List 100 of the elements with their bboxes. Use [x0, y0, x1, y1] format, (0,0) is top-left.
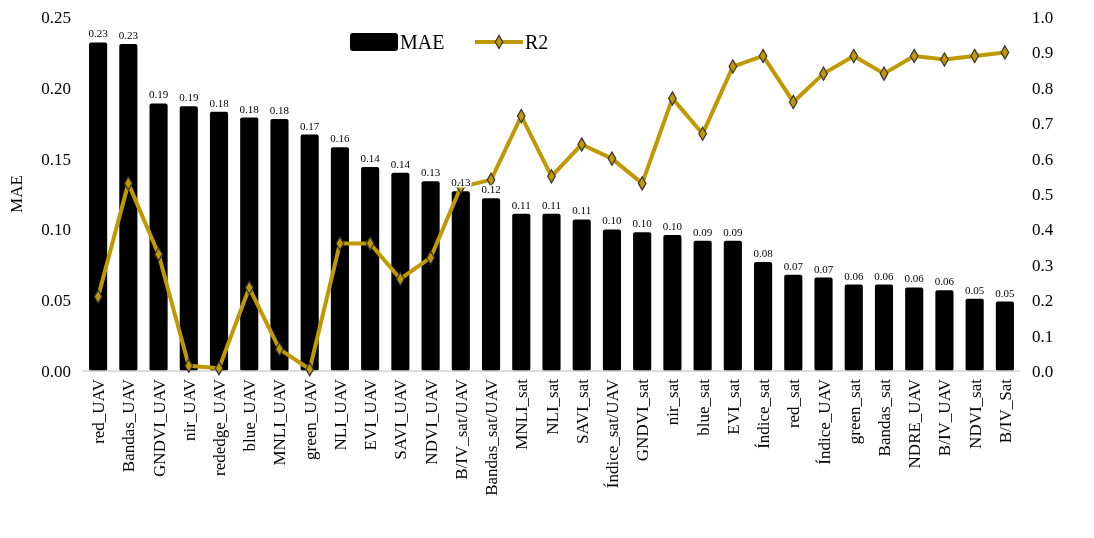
data-label: 0.14: [360, 152, 381, 165]
data-label: 0.18: [239, 102, 260, 115]
y2-tick-label: 0.0: [1032, 362, 1054, 381]
bar: [481, 198, 501, 371]
y2-tick-label: 0.3: [1032, 255, 1054, 275]
bar: [209, 111, 229, 371]
bar: [965, 298, 984, 371]
y2-tick-label: 0.1: [1032, 326, 1054, 346]
data-label: 0.07: [783, 259, 804, 272]
bar: [572, 219, 591, 371]
bar: [784, 274, 803, 371]
x-tick-label: blue_sat: [693, 378, 713, 436]
y-tick-label: 0.00: [41, 362, 71, 381]
data-label: 0.09: [723, 225, 743, 238]
data-label: 0.06: [844, 269, 864, 282]
y-tick-label: 0.10: [41, 220, 71, 240]
data-label: 0.11: [572, 204, 592, 217]
bar: [451, 191, 470, 371]
x-tick-label: MNLI_UAV: [270, 378, 290, 466]
x-tick-label: SAVI_UAV: [391, 378, 411, 460]
data-label: 0.14: [390, 157, 411, 170]
x-tick-label: NLI_sat: [542, 378, 562, 435]
bar: [391, 172, 410, 371]
legend-label: R2: [525, 31, 549, 53]
data-label: 0.18: [269, 103, 290, 116]
bar: [421, 181, 440, 371]
data-label: 0.10: [602, 214, 623, 227]
data-label: 0.13: [420, 166, 441, 179]
x-tick-label: nir_UAV: [179, 378, 199, 442]
bar: [361, 167, 380, 371]
data-label: 0.16: [330, 132, 351, 145]
y-tick-label: 0.05: [41, 291, 71, 311]
x-tick-label: Índice_sat: [754, 378, 774, 449]
y2-tick-label: 0.8: [1032, 78, 1054, 98]
data-label: 0.05: [995, 286, 1016, 299]
x-tick-label: NDRE_UAV: [905, 378, 925, 469]
bar: [693, 240, 712, 371]
bar: [874, 284, 894, 371]
x-tick-label: NDVI_sat: [965, 378, 985, 449]
bar: [542, 213, 561, 371]
bar: [149, 103, 168, 371]
bar: [602, 229, 622, 371]
data-label: 0.06: [874, 269, 895, 282]
data-label: 0.07: [813, 262, 834, 275]
legend-label: MAE: [400, 31, 445, 53]
x-tick-label: red_sat: [784, 378, 804, 429]
bar: [270, 118, 289, 371]
x-tick-label: blue_UAV: [240, 378, 260, 452]
bar: [240, 117, 259, 371]
y-tick-label: 0.15: [41, 149, 71, 169]
data-label: 0.11: [511, 198, 531, 211]
data-label: 0.10: [632, 217, 653, 230]
bar: [814, 277, 833, 371]
y2-tick-label: 0.6: [1032, 149, 1054, 169]
x-tick-label: NLI_UAV: [330, 378, 350, 451]
bar: [754, 261, 773, 371]
data-label: 0.17: [300, 119, 320, 132]
x-tick-label: EVI_UAV: [361, 378, 381, 451]
bar: [905, 287, 924, 371]
y2-tick-label: 1.0: [1032, 8, 1054, 27]
bar: [330, 147, 349, 371]
x-tick-label: B/IV_sat/UAV: [451, 378, 471, 480]
x-tick-label: GNDVI_sat: [633, 378, 653, 462]
data-label: 0.11: [542, 198, 561, 211]
data-label: 0.06: [904, 272, 925, 285]
x-tick-label: GNDVI_UAV: [149, 378, 169, 477]
y2-tick-label: 0.2: [1032, 291, 1054, 311]
x-tick-label: Bandas_UAV: [119, 378, 139, 473]
bar: [89, 42, 108, 371]
y2-tick-label: 0.7: [1032, 114, 1054, 134]
bar: [663, 235, 682, 371]
x-tick-label: rededge_UAV: [210, 378, 230, 476]
data-label: 0.23: [88, 27, 109, 40]
y2-tick-label: 0.4: [1032, 220, 1054, 240]
bar: [179, 106, 198, 371]
data-label: 0.19: [179, 91, 199, 104]
data-label: 0.19: [148, 88, 169, 101]
y-axis-title: MAE: [7, 175, 26, 213]
bar: [723, 240, 742, 371]
y-tick-label: 0.25: [41, 8, 71, 27]
data-label: 0.23: [118, 28, 139, 41]
data-label: 0.18: [209, 96, 230, 109]
x-tick-label: Índice_sat/UAV: [602, 378, 622, 489]
bar: [512, 213, 531, 371]
y2-tick-label: 0.9: [1032, 43, 1054, 63]
y2-tick-label: 0.5: [1032, 185, 1054, 204]
x-tick-label: MNLI_sat: [512, 378, 532, 450]
x-tick-label: NDVI_UAV: [421, 378, 441, 465]
x-tick-label: B/IV_UAV: [935, 378, 955, 457]
data-label: 0.08: [753, 246, 774, 259]
data-label: 0.09: [693, 225, 713, 238]
bar: [300, 134, 319, 371]
x-tick-label: Índice_UAV: [814, 378, 834, 465]
y-tick-label: 0.20: [41, 78, 71, 98]
x-tick-label: green_UAV: [300, 378, 320, 460]
bar: [844, 284, 863, 371]
bar: [995, 301, 1014, 371]
bar: [633, 232, 652, 371]
bar: [119, 43, 138, 371]
x-tick-label: SAVI_sat: [572, 378, 592, 444]
